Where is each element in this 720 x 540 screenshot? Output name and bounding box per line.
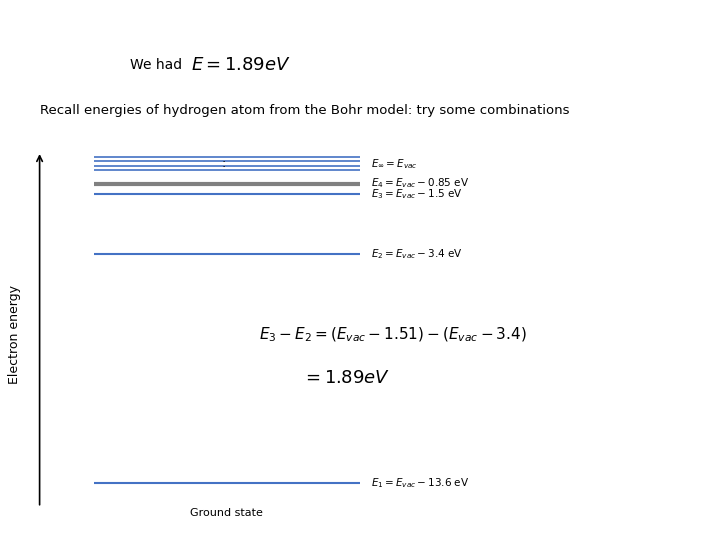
Text: We had: We had (130, 58, 181, 72)
Text: $E_4 = E_{vac} - 0.85$ eV: $E_4 = E_{vac} - 0.85$ eV (371, 177, 469, 191)
Text: Recall energies of hydrogen atom from the Bohr model: try some combinations: Recall energies of hydrogen atom from th… (40, 104, 569, 117)
Text: $E_3 - E_2 = (E_{vac} - 1.51) - \left(E_{vac} - 3.4\right)$: $E_3 - E_2 = (E_{vac} - 1.51) - \left(E_… (259, 326, 527, 344)
Text: $E_1 = E_{vac} - 13.6$ eV: $E_1 = E_{vac} - 13.6$ eV (371, 476, 469, 490)
Text: Ground state: Ground state (190, 508, 264, 518)
Text: $E = 1.89eV$: $E = 1.89eV$ (191, 56, 290, 74)
Text: $E_2 = E_{vac} - 3.4$ eV: $E_2 = E_{vac} - 3.4$ eV (371, 247, 462, 261)
Text: $E_{\infty} = E_{vac}$: $E_{\infty} = E_{vac}$ (371, 157, 418, 171)
Text: $= 1.89eV$: $= 1.89eV$ (302, 369, 390, 387)
Text: :: : (221, 157, 225, 170)
Text: Electron energy: Electron energy (8, 285, 21, 384)
Text: $E_3 = E_{vac} - 1.5$ eV: $E_3 = E_{vac} - 1.5$ eV (371, 187, 462, 201)
